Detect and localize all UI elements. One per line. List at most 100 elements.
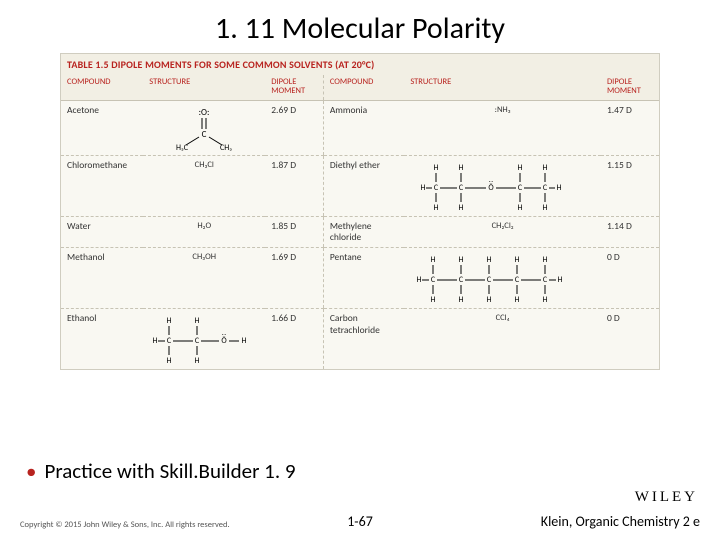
svg-text:C: C (458, 275, 463, 285)
table-row: Acetone :O: C H₃C CH₃ 2.69 D Ammonia (61, 100, 659, 155)
cell-dm: 2.69 D (265, 100, 323, 155)
th-structure-r: STRUCTURE (404, 75, 601, 100)
cell-name: Carbon tetrachloride (323, 309, 404, 370)
svg-text:‥: ‥ (222, 328, 227, 337)
cell-structure: HH HH H C C Ö‥ C C H (404, 155, 601, 216)
svg-text:H: H (542, 255, 547, 265)
svg-text::O:: :O: (199, 107, 210, 118)
cell-dm: 1.15 D (601, 155, 659, 216)
cell-dm: 1.14 D (601, 216, 659, 248)
cell-structure: CH₂Cl₂ (404, 216, 601, 248)
cell-name: Methanol (61, 248, 143, 309)
svg-text:C: C (458, 183, 463, 193)
svg-text:H: H (542, 295, 547, 304)
svg-text:C: C (486, 275, 491, 285)
svg-text:H: H (167, 356, 172, 365)
svg-text:H: H (153, 336, 158, 346)
svg-text:H: H (557, 275, 562, 285)
svg-text:H: H (486, 295, 491, 304)
bullet-text: • Practice with Skill.Builder 1. 9 (26, 458, 296, 484)
cell-name: Acetone (61, 100, 143, 155)
cell-structure: :O: C H₃C CH₃ (143, 100, 265, 155)
svg-text:H₃C: H₃C (176, 143, 189, 151)
svg-text:C: C (517, 183, 522, 193)
svg-text:H: H (458, 203, 463, 212)
slide-title: 1. 11 Molecular Polarity (0, 0, 720, 53)
svg-text:C: C (514, 275, 519, 285)
svg-text:H: H (195, 316, 200, 326)
cell-name: Diethyl ether (323, 155, 404, 216)
th-compound-r: COMPOUND (323, 75, 404, 100)
cell-dm: 1.47 D (601, 100, 659, 155)
svg-text:H: H (514, 295, 519, 304)
svg-text:H: H (420, 183, 425, 193)
book-reference: Klein, Organic Chemistry 2 e (541, 513, 700, 530)
cell-structure: CH₃OH (143, 248, 265, 309)
table-row: Water H₂O 1.85 D Methylene chloride CH₂C… (61, 216, 659, 248)
svg-text:C: C (430, 275, 435, 285)
th-structure-l: STRUCTURE (143, 75, 265, 100)
cell-structure: H₂O (143, 216, 265, 248)
cell-dm: 1.85 D (265, 216, 323, 248)
svg-text:H: H (542, 163, 547, 173)
acetone-structure-icon: :O: C H₃C CH₃ (174, 105, 234, 151)
svg-text:C: C (195, 336, 200, 346)
svg-text:H: H (458, 255, 463, 265)
th-compound-l: COMPOUND (61, 75, 143, 100)
svg-text:C: C (167, 336, 172, 346)
cell-name: Ethanol (61, 309, 143, 370)
bullet-label: Practice with Skill.Builder 1. 9 (44, 458, 295, 484)
svg-text:H: H (458, 163, 463, 173)
svg-text:C: C (433, 183, 438, 193)
table-row: Chloromethane CH₃Cl 1.87 D Diethyl ether… (61, 155, 659, 216)
table-row: Ethanol HH H C C Ö‥ H HH (61, 309, 659, 370)
wiley-logo: WILEY (635, 489, 698, 506)
svg-text:C: C (202, 129, 207, 140)
diethylether-structure-icon: HH HH H C C Ö‥ C C H (418, 160, 588, 212)
svg-text:H: H (556, 183, 561, 193)
svg-text:C: C (542, 275, 547, 285)
dipole-table: TABLE 1.5 DIPOLE MOMENTS FOR SOME COMMON… (60, 53, 660, 370)
svg-text:CH₃: CH₃ (220, 143, 232, 151)
cell-structure: CH₃Cl (143, 155, 265, 216)
svg-text:Ö: Ö (488, 183, 494, 193)
th-dipole-l: DIPOLE MOMENT (265, 75, 323, 100)
copyright-text: Copyright © 2015 John Wiley & Sons, Inc.… (20, 520, 230, 530)
svg-text:H: H (416, 275, 421, 285)
svg-text:H: H (242, 336, 247, 346)
table-row: Methanol CH₃OH 1.69 D Pentane HHHHH H C … (61, 248, 659, 309)
cell-name: Methylene chloride (323, 216, 404, 248)
svg-text:‥: ‥ (488, 175, 493, 184)
svg-text:H: H (430, 255, 435, 265)
solvent-table: COMPOUND STRUCTURE DIPOLE MOMENT COMPOUN… (61, 75, 659, 369)
cell-dm: 1.69 D (265, 248, 323, 309)
cell-dm: 1.66 D (265, 309, 323, 370)
th-dipole-r: DIPOLE MOMENT (601, 75, 659, 100)
svg-text:H: H (433, 163, 438, 173)
cell-structure: HHHHH H C C C C C H HHHHH (404, 248, 601, 309)
cell-dm: 0 D (601, 309, 659, 370)
table-caption: TABLE 1.5 DIPOLE MOMENTS FOR SOME COMMON… (61, 54, 659, 75)
svg-text:H: H (167, 316, 172, 326)
svg-text:H: H (514, 255, 519, 265)
cell-structure: HH H C C Ö‥ H HH (143, 309, 265, 370)
cell-dm: 1.87 D (265, 155, 323, 216)
cell-structure: CCl₄ (404, 309, 601, 370)
cell-dm: 0 D (601, 248, 659, 309)
ethanol-structure-icon: HH H C C Ö‥ H HH (149, 313, 259, 365)
pentane-structure-icon: HHHHH H C C C C C H HHHHH (413, 252, 593, 304)
svg-text:H: H (517, 203, 522, 212)
svg-text:H: H (430, 295, 435, 304)
bullet-dot-icon: • (26, 458, 36, 484)
svg-text:H: H (195, 356, 200, 365)
svg-text:Ö: Ö (222, 336, 228, 346)
cell-name: Pentane (323, 248, 404, 309)
svg-text:H: H (486, 255, 491, 265)
page-number: 1-67 (347, 513, 373, 530)
svg-text:H: H (433, 203, 438, 212)
svg-text:H: H (458, 295, 463, 304)
svg-text:H: H (542, 203, 547, 212)
cell-structure: :NH₃ (404, 100, 601, 155)
cell-name: Ammonia (323, 100, 404, 155)
svg-text:C: C (542, 183, 547, 193)
